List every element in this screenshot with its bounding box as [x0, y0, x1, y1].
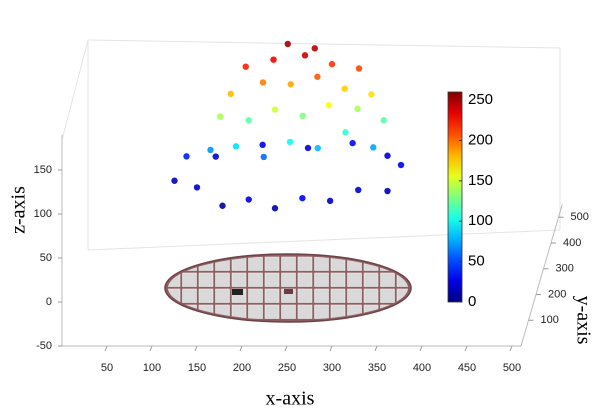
x-tick-label: 300 — [323, 362, 341, 374]
point — [341, 85, 348, 92]
point — [232, 143, 240, 150]
point — [301, 52, 309, 59]
point — [368, 91, 375, 98]
point — [355, 65, 363, 72]
point — [242, 63, 249, 70]
point — [349, 139, 356, 147]
y-tick-label: 200 — [548, 288, 566, 300]
point — [328, 60, 336, 68]
point — [212, 153, 219, 160]
point — [342, 129, 349, 136]
x-tick-label: 450 — [458, 362, 476, 374]
y-tick-label: 500 — [571, 211, 589, 223]
point — [370, 144, 377, 151]
x-tick-label: 100 — [143, 362, 161, 374]
point — [380, 117, 387, 124]
y-axis-title: y-axis — [572, 296, 594, 345]
point — [397, 161, 405, 169]
point — [183, 153, 190, 160]
back-box — [61, 39, 561, 251]
point — [384, 187, 391, 195]
point — [286, 138, 294, 146]
z-tick-label: 150 — [34, 164, 52, 176]
x-tick-label: 250 — [278, 362, 296, 374]
x-tick — [194, 345, 198, 352]
z-tick-label: 50 — [40, 252, 52, 264]
point — [245, 196, 252, 203]
colorbar — [447, 91, 463, 303]
point — [219, 202, 226, 209]
point — [259, 79, 267, 86]
point — [271, 106, 279, 113]
point — [314, 73, 321, 80]
point — [311, 45, 318, 52]
point — [227, 90, 234, 98]
colorbar-tick-label: 250 — [468, 91, 493, 108]
colorbar-tick-label: 50 — [468, 253, 485, 270]
x-tick — [284, 345, 288, 352]
y-tick-label: 400 — [563, 237, 581, 249]
x-tick-label: 500 — [503, 362, 521, 374]
point — [326, 197, 334, 205]
point — [384, 152, 391, 159]
point — [325, 102, 333, 109]
x-tick-label: 400 — [413, 362, 431, 374]
z-tick-label: 100 — [34, 208, 52, 220]
z-tick-label: -50 — [36, 340, 52, 352]
x-tick-label: 350 — [368, 362, 386, 374]
point — [299, 112, 306, 120]
point — [354, 105, 361, 113]
x-tick-label: 150 — [188, 362, 206, 374]
point — [207, 146, 214, 154]
x-tick — [419, 345, 423, 352]
colorbar-tick-label: 0 — [468, 293, 476, 310]
x-tick — [374, 345, 378, 352]
point — [304, 144, 312, 152]
point — [259, 141, 266, 149]
point — [270, 56, 277, 63]
point — [355, 186, 362, 194]
x-tick — [149, 345, 153, 352]
z-axis-title: z-axis — [8, 186, 30, 234]
x-tick — [464, 345, 468, 352]
colorbar-tick-label: 150 — [468, 172, 493, 189]
colorbar-tick-label: 200 — [468, 131, 493, 148]
colorbar-tick-label: 100 — [468, 212, 493, 229]
point — [299, 194, 306, 202]
point — [245, 117, 252, 124]
y-axis-line — [520, 204, 563, 347]
x-axis-title: x-axis — [266, 388, 315, 410]
y-tick-label: 100 — [541, 314, 559, 326]
x-tick — [104, 345, 108, 352]
point — [284, 40, 291, 48]
x-tick — [239, 345, 243, 352]
x-tick-label: 200 — [233, 362, 251, 374]
point — [287, 81, 294, 88]
wafer-image — [164, 253, 412, 323]
y-tick-label: 300 — [556, 263, 574, 275]
point — [314, 144, 321, 152]
x-tick — [329, 345, 333, 352]
z-tick-label: 0 — [46, 296, 52, 308]
x-tick-label: 50 — [101, 362, 113, 374]
point — [193, 184, 201, 191]
x-tick — [509, 345, 513, 352]
point — [271, 205, 279, 212]
point — [171, 177, 178, 184]
point — [217, 113, 224, 120]
point — [260, 153, 267, 161]
